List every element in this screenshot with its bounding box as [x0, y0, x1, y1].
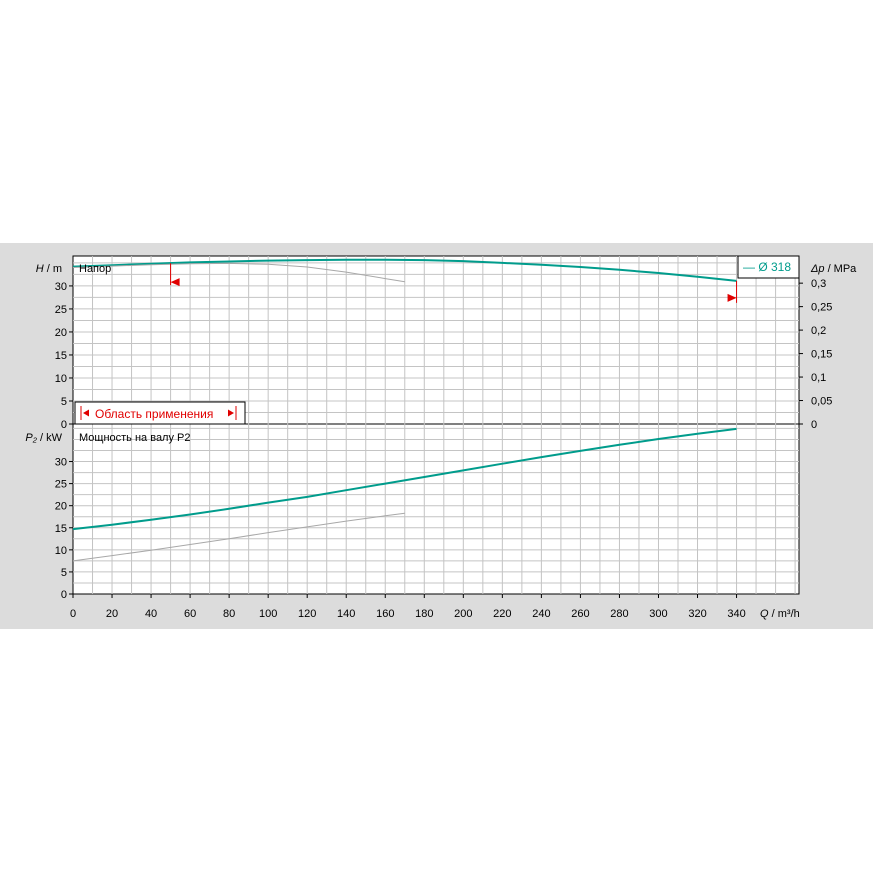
power-axis-label: P₂ / kW	[25, 432, 62, 444]
application-range-label: Область применения	[95, 407, 213, 421]
range-min-arrow-icon	[170, 278, 180, 287]
range-right-arrow-icon	[228, 409, 234, 417]
flow-tick-label: 0	[70, 608, 76, 620]
head-tick-label: 10	[55, 373, 67, 385]
head-plot-area	[72, 255, 800, 425]
flow-tick-label: 260	[571, 608, 589, 620]
head-tick-label: 20	[55, 327, 67, 339]
head-tick-label: 30	[55, 281, 67, 293]
flow-tick-label: 40	[145, 608, 157, 620]
power-plot-title: Мощность на валу P2	[79, 432, 191, 444]
flow-tick-label: 240	[532, 608, 550, 620]
flow-tick-label: 120	[298, 608, 316, 620]
flow-tick-label: 280	[610, 608, 628, 620]
range-markers	[170, 263, 738, 303]
head-tick-label: 15	[55, 350, 67, 362]
power-tick-label: 0	[61, 589, 67, 601]
power-tick-label: 25	[55, 479, 67, 491]
head-tick-label: 25	[55, 304, 67, 316]
flow-tick-label: 200	[454, 608, 472, 620]
power-plot-area	[72, 423, 800, 595]
head-axis-label: H / m	[36, 263, 62, 275]
power-reference-curve	[72, 512, 405, 562]
head-main-curve	[72, 258, 737, 282]
flow-tick-label: 340	[727, 608, 745, 620]
flow-tick-label: 60	[184, 608, 196, 620]
flow-axis-label: Q / m³/h	[760, 608, 800, 620]
tick-labels: 05101520253000,050,10,150,20,250,3051015…	[55, 278, 833, 620]
pressure-tick-label: 0,05	[811, 396, 832, 408]
series-lines	[72, 258, 737, 562]
legend: — Ø 318	[737, 255, 800, 279]
application-range-box: Область применения	[74, 401, 246, 425]
power-tick-label: 5	[61, 567, 67, 579]
flow-tick-label: 20	[106, 608, 118, 620]
range-max-arrow-icon	[727, 293, 737, 302]
power-tick-label: 10	[55, 545, 67, 557]
head-tick-label: 5	[61, 396, 67, 408]
pressure-axis-label: Δp / MPa	[810, 263, 857, 275]
flow-tick-label: 220	[493, 608, 511, 620]
power-tick-label: 30	[55, 457, 67, 469]
flow-tick-label: 160	[376, 608, 394, 620]
head-reference-curve	[72, 262, 405, 283]
pressure-tick-label: 0,1	[811, 372, 826, 384]
power-main-curve	[72, 427, 737, 531]
legend-entry: — Ø 318	[743, 260, 791, 274]
flow-tick-label: 80	[223, 608, 235, 620]
pressure-tick-label: 0,3	[811, 278, 826, 290]
head-tick-label: 0	[61, 419, 67, 431]
flow-tick-label: 320	[688, 608, 706, 620]
flow-tick-label: 140	[337, 608, 355, 620]
range-left-arrow-icon	[83, 409, 89, 417]
pressure-tick-label: 0	[811, 419, 817, 431]
head-plot-title: Напор	[79, 263, 111, 275]
pressure-tick-label: 0,25	[811, 302, 832, 314]
power-tick-label: 15	[55, 523, 67, 535]
flow-tick-label: 100	[259, 608, 277, 620]
flow-tick-label: 180	[415, 608, 433, 620]
grid-lines	[73, 256, 799, 594]
flow-tick-label: 300	[649, 608, 667, 620]
pressure-tick-label: 0,15	[811, 349, 832, 361]
pressure-tick-label: 0,2	[811, 325, 826, 337]
power-tick-label: 20	[55, 501, 67, 513]
